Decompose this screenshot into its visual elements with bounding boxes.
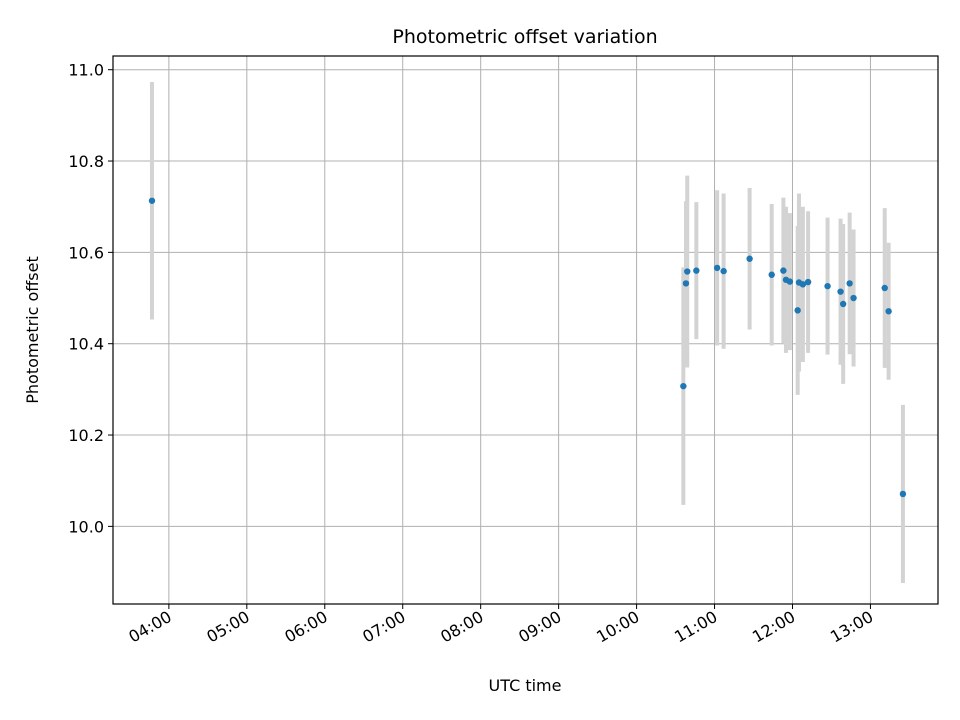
data-point (680, 382, 687, 390)
data-point (148, 197, 156, 204)
data-point (899, 490, 907, 498)
x-axis-label: UTC time (489, 676, 562, 695)
data-point (885, 308, 892, 315)
y-tick-label: 10.0 (68, 517, 104, 536)
y-tick-label: 11.0 (68, 61, 104, 80)
y-axis-label: Photometric offset (23, 256, 42, 404)
data-point (713, 264, 721, 272)
data-point (799, 281, 807, 288)
data-point (768, 271, 775, 278)
data-point (693, 267, 700, 274)
data-point (846, 280, 853, 287)
y-tick-label: 10.6 (68, 243, 104, 262)
data-point (824, 282, 831, 290)
y-tick-label: 10.2 (68, 426, 104, 445)
data-point (720, 267, 727, 275)
data-point (881, 284, 888, 292)
data-points (148, 197, 907, 498)
data-point (786, 278, 794, 285)
data-point (850, 294, 857, 302)
data-point (746, 255, 753, 262)
y-tick-label: 10.4 (68, 335, 104, 354)
data-point (794, 307, 801, 314)
chart-title: Photometric offset variation (392, 26, 657, 48)
y-tick-label: 10.8 (68, 152, 104, 171)
y-axis-ticks: 10.0 10.2 10.4 10.6 10.8 11.0 (68, 61, 113, 536)
data-point (804, 278, 812, 286)
data-point (780, 267, 787, 274)
data-point (839, 300, 847, 308)
data-point (837, 288, 844, 295)
data-point (684, 268, 691, 275)
plot-area (112, 55, 939, 605)
data-point (682, 280, 690, 287)
grid-lines (113, 56, 938, 604)
